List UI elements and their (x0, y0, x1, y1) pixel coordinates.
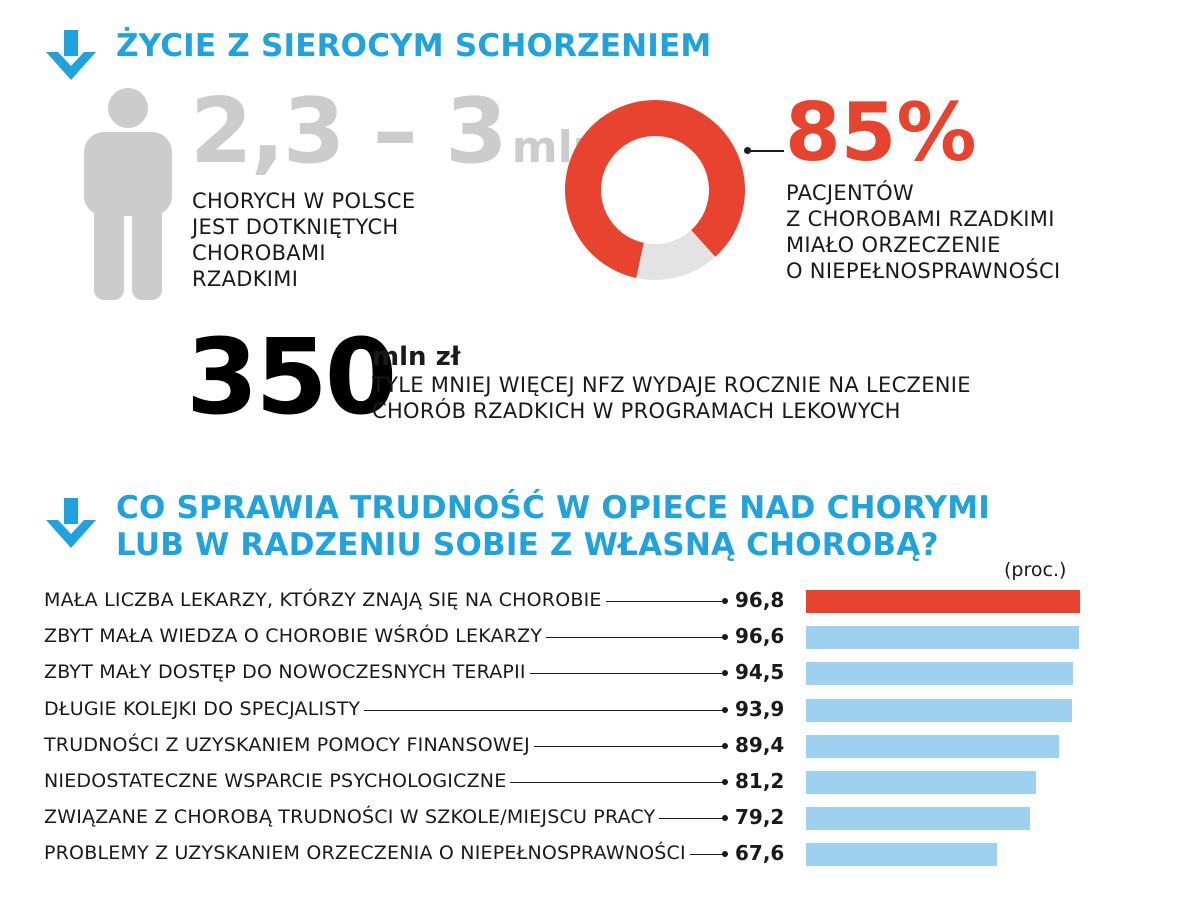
leader-line (364, 709, 724, 711)
person-icon (84, 88, 172, 300)
bar-row: DŁUGIE KOLEJKI DO SPECJALISTY 93,9 (0, 693, 1200, 727)
leader-dot (722, 742, 728, 749)
bar-category-label: PROBLEMY Z UZYSKANIEM ORZECZENIA O NIEPE… (44, 841, 690, 866)
leader-dot (722, 598, 728, 604)
bar-category-label: ZBYT MAŁY DOSTĘP DO NOWOCZESNYCH TERAPII (44, 660, 530, 685)
leader-dot (722, 815, 728, 822)
heading-line: CO SPRAWIA TRUDNOŚĆ W OPIECE NAD CHORYMI (116, 490, 991, 526)
bar-row: MAŁA LICZBA LEKARZY, KTÓRZY ZNAJĄ SIĘ NA… (0, 584, 1200, 618)
bar (806, 590, 1080, 613)
leader-dot (722, 634, 728, 641)
caption-line: TYLE MNIEJ WIĘCEJ NFZ WYDAJE ROCZNIE NA … (372, 373, 971, 397)
donut-slice-rest (636, 230, 716, 280)
bar-category-label: ZBYT MAŁA WIEDZA O CHOROBIE WŚRÓD LEKARZ… (44, 624, 547, 649)
spending-number: 350 (186, 316, 397, 438)
bar-category-label: MAŁA LICZBA LEKARZY, KTÓRZY ZNAJĄ SIĘ NA… (44, 588, 606, 612)
leader-line (534, 745, 724, 747)
patients-number: 2,3 – 3 (190, 79, 508, 184)
bar-value-label: 94,5 (735, 660, 785, 685)
bar (806, 626, 1080, 650)
unit-label: (proc.) (1004, 559, 1067, 581)
bar-value-label: 93,9 (735, 696, 785, 721)
leader-line (530, 673, 724, 675)
bar (806, 698, 1072, 722)
bar-row: TRUDNOŚCI Z UZYSKANIEM POMOCY FINANSOWEJ… (0, 729, 1200, 763)
caption-line: CHORYCH W POLSCE (192, 189, 416, 213)
bar-row: NIEDOSTATECZNE WSPARCIE PSYCHOLOGICZNE 81… (0, 765, 1200, 799)
bar-row: ZBYT MAŁA WIEDZA O CHOROBIE WŚRÓD LEKARZ… (0, 620, 1200, 654)
patients-count: 2,3 – 3 mln (190, 82, 604, 198)
bar (806, 771, 1036, 794)
bar-row: ZWIĄZANE Z CHOROBĄ TRUDNOŚCI W SZKOLE/MI… (0, 801, 1200, 835)
leader-line (690, 854, 724, 856)
spending-unit: mln zł (372, 342, 461, 372)
bar-category-label: NIEDOSTATECZNE WSPARCIE PSYCHOLOGICZNE (44, 769, 511, 793)
leader-line (606, 601, 724, 602)
leader-dot (722, 670, 728, 677)
section-heading-life: ŻYCIE Z SIEROCYM SCHORZENIEM (116, 28, 712, 64)
caption-line: CHOROBAMI (192, 241, 326, 265)
bar (806, 807, 1031, 831)
bar-value-label: 81,2 (735, 769, 785, 793)
bar-value-label: 96,6 (735, 624, 785, 649)
donut-slice-disability (565, 99, 745, 279)
caption-line: JEST DOTKNIĘTYCH (192, 215, 399, 239)
disability-percent: 85% (785, 86, 977, 179)
leader-dot (722, 851, 728, 858)
heading-line: LUB W RADZENIU SOBIE Z WŁASNĄ CHOROBĄ? (116, 527, 939, 563)
leader-line (659, 818, 724, 820)
caption-line: PACJENTÓW (786, 181, 914, 205)
bar-category-label: ZWIĄZANE Z CHOROBĄ TRUDNOŚCI W SZKOLE/MI… (44, 805, 660, 830)
caption-line: RZADKIMI (192, 267, 299, 291)
disability-caption: PACJENTÓW Z CHOROBAMI RZADKIMI MIAŁO ORZ… (786, 180, 1061, 284)
bar-value-label: 67,6 (735, 841, 785, 866)
down-arrow-icon (46, 498, 96, 548)
caption-line: Z CHOROBAMI RZADKIMI (786, 207, 1055, 231)
bar-value-label: 79,2 (735, 805, 785, 830)
down-arrow-icon (46, 30, 96, 80)
bar (806, 662, 1074, 686)
caption-line: O NIEPEŁNOSPRAWNOŚCI (786, 259, 1061, 283)
caption-line: CHORÓB RZADKICH W PROGRAMACH LEKOWYCH (372, 399, 901, 423)
bar (806, 843, 998, 867)
spending-caption: TYLE MNIEJ WIĘCEJ NFZ WYDAJE ROCZNIE NA … (372, 372, 971, 424)
bar-row: ZBYT MAŁY DOSTĘP DO NOWOCZESNYCH TERAPII… (0, 656, 1200, 690)
leader-line (546, 637, 724, 639)
patients-caption: CHORYCH W POLSCE JEST DOTKNIĘTYCH CHOROB… (192, 188, 415, 292)
section-heading-difficulties: CO SPRAWIA TRUDNOŚĆ W OPIECE NAD CHORYMI… (116, 490, 990, 564)
caption-line: MIAŁO ORZECZENIE (786, 233, 1001, 257)
bar-value-label: 96,8 (735, 588, 785, 612)
leader-line (510, 782, 724, 783)
donut-connector-line (744, 147, 784, 154)
bar-category-label: TRUDNOŚCI Z UZYSKANIEM POMOCY FINANSOWEJ (44, 732, 534, 757)
bar (806, 734, 1060, 758)
bar-value-label: 89,4 (735, 732, 785, 757)
disability-donut-chart (565, 99, 745, 280)
leader-dot (722, 779, 728, 785)
bar-row: PROBLEMY Z UZYSKANIEM ORZECZENIA O NIEPE… (0, 837, 1200, 871)
leader-dot (722, 706, 728, 713)
bar-category-label: DŁUGIE KOLEJKI DO SPECJALISTY (44, 696, 365, 721)
